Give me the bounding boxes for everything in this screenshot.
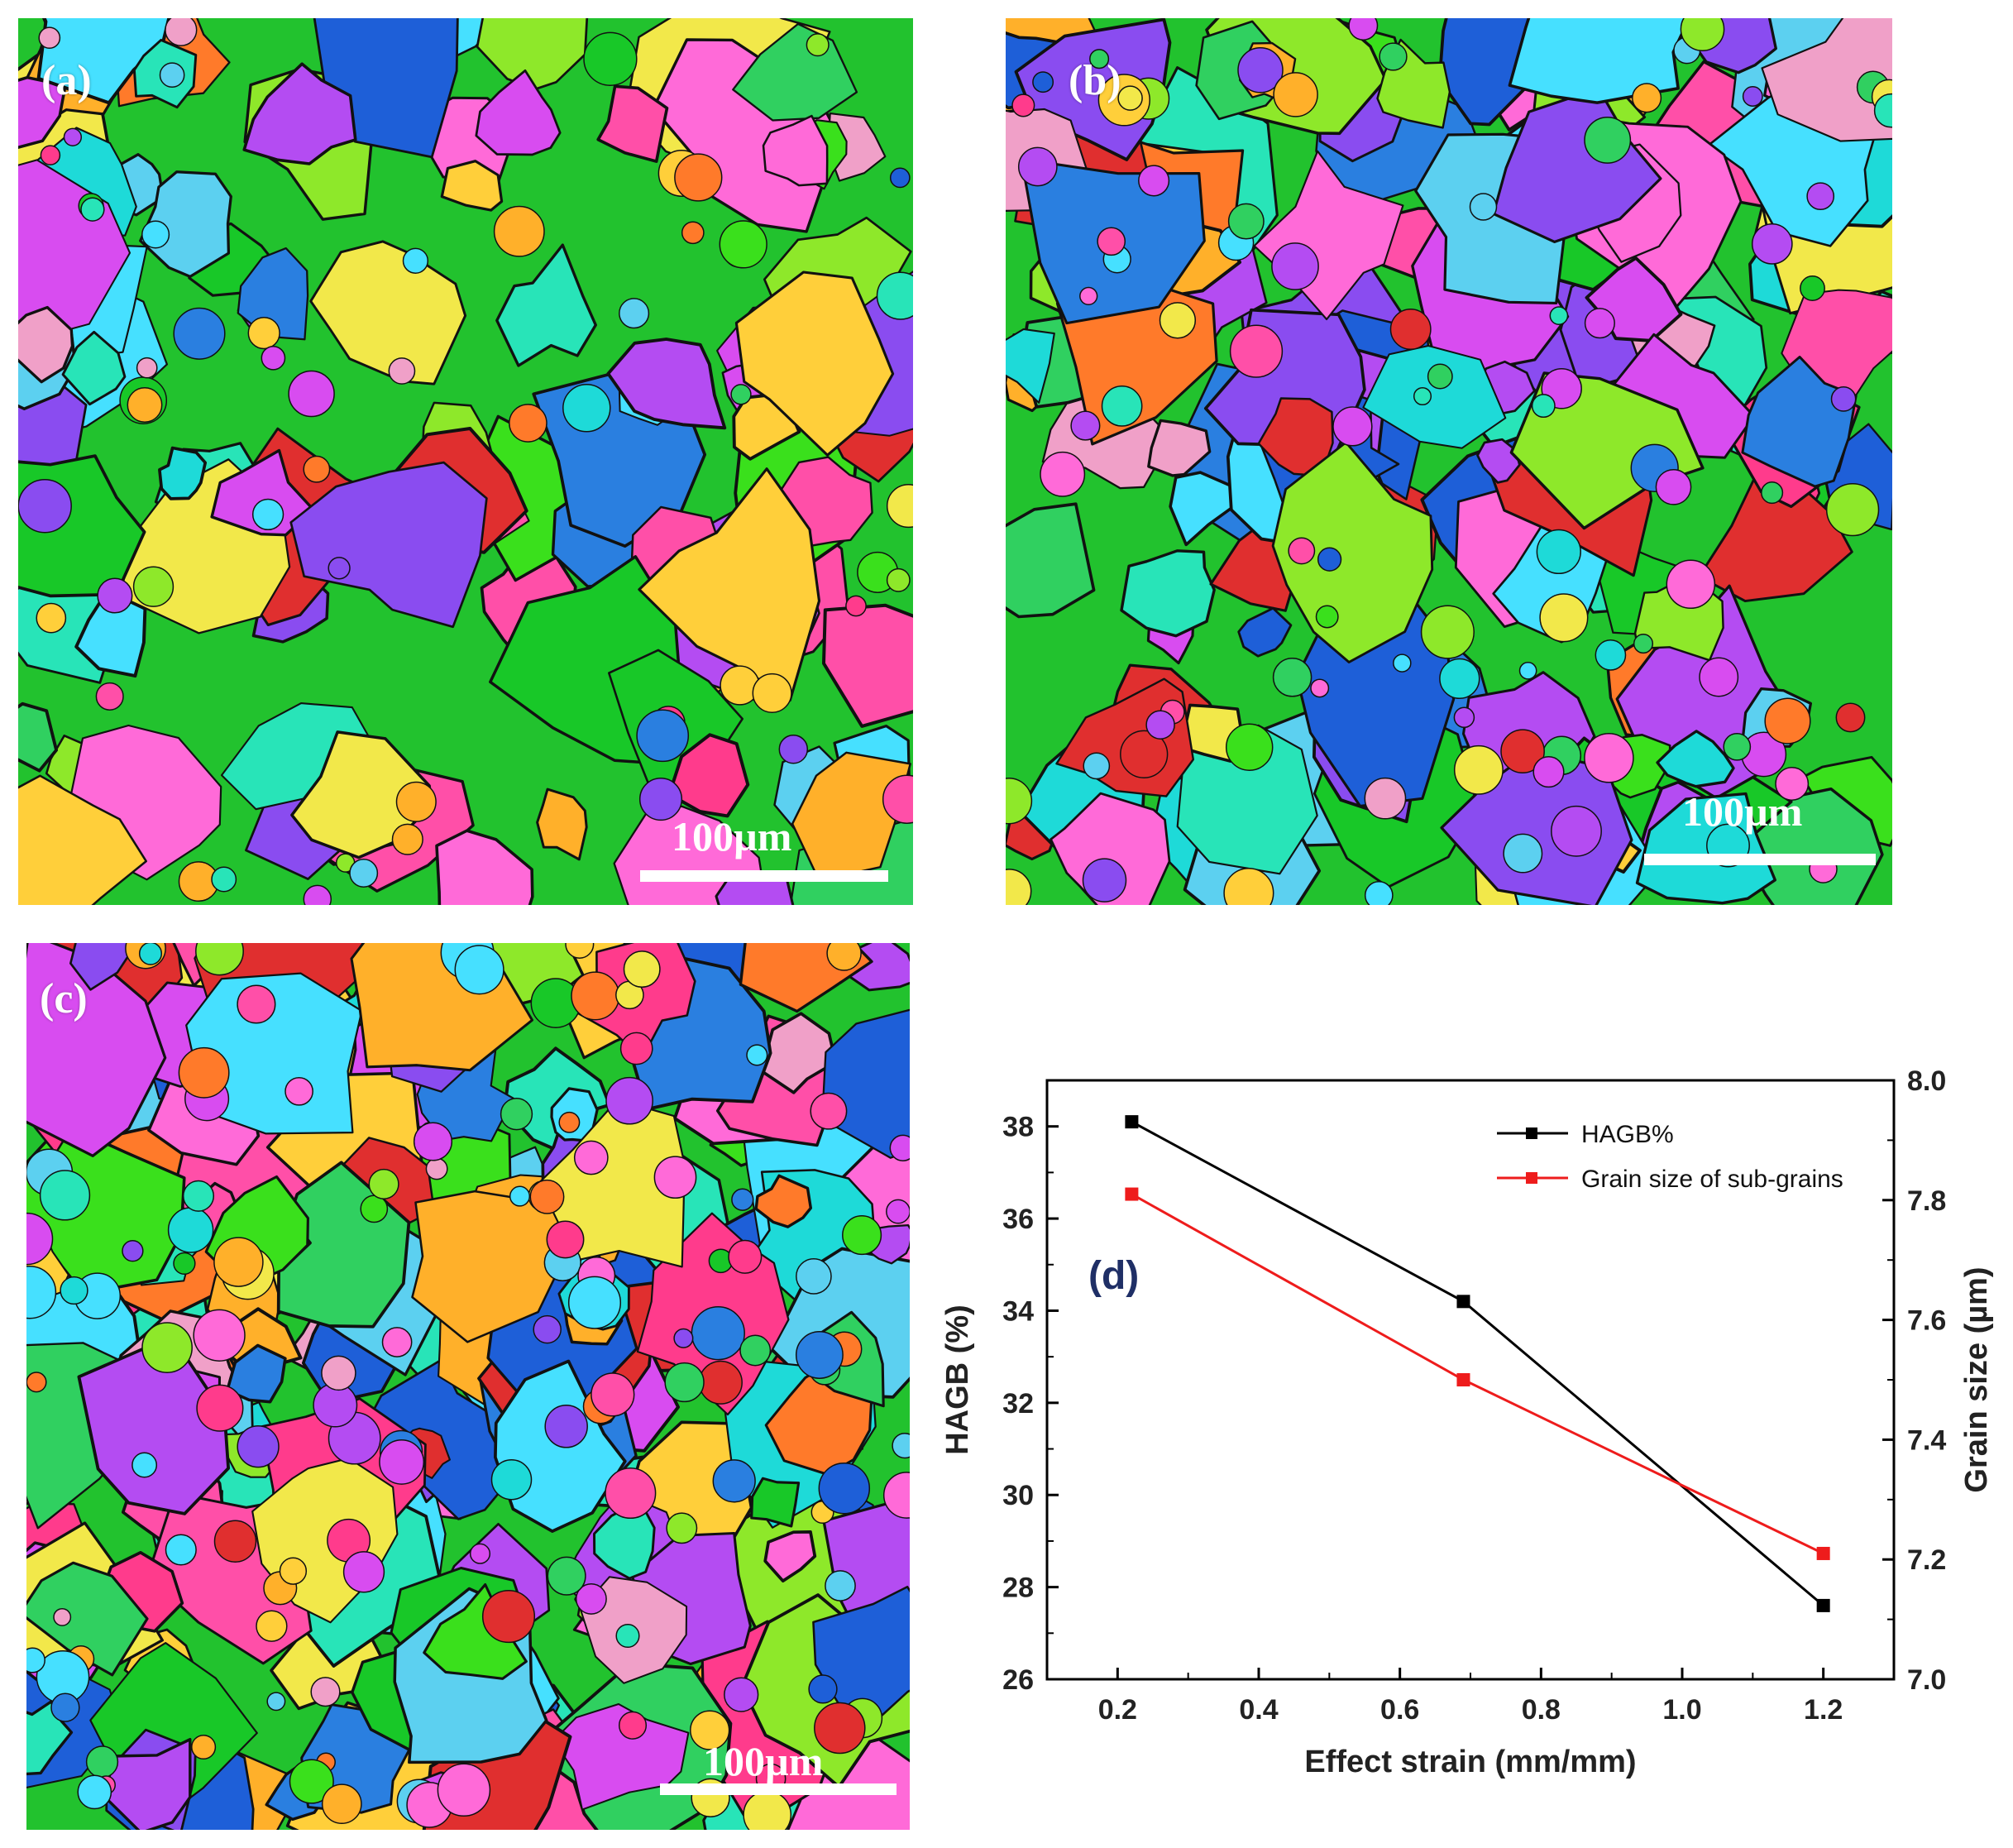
y-right-tick-label: 7.2 — [1907, 1544, 1946, 1576]
ebsd-map-c: (c) 100µm — [26, 943, 910, 1830]
data-point-grain-size — [1816, 1546, 1830, 1560]
data-point-hagb — [1456, 1295, 1470, 1309]
y-left-tick-label: 34 — [1002, 1295, 1034, 1327]
x-tick-label: 1.0 — [1662, 1694, 1701, 1726]
scale-label-a: 100µm — [672, 813, 792, 859]
legend-marker — [1526, 1127, 1537, 1139]
y-right-tick-label: 7.6 — [1907, 1305, 1946, 1337]
scale-label-c: 100µm — [703, 1738, 824, 1784]
y-left-tick-label: 26 — [1002, 1664, 1034, 1696]
series-line-hagb — [1131, 1120, 1824, 1607]
x-tick-label: 0.8 — [1522, 1694, 1561, 1726]
y-left-tick-label: 28 — [1002, 1573, 1034, 1604]
scale-bar-a — [640, 870, 888, 882]
legend-marker — [1526, 1172, 1537, 1184]
y-left-tick-label: 30 — [1002, 1480, 1034, 1511]
y-right-tick-label: 7.4 — [1907, 1424, 1946, 1456]
data-point-grain-size — [1456, 1373, 1470, 1386]
scale-bar-b — [1644, 854, 1876, 865]
y-left-tick-label: 36 — [1002, 1204, 1034, 1235]
y-right-tick-label: 7.8 — [1907, 1185, 1946, 1217]
ebsd-map-a: (a) 100µm — [18, 18, 913, 905]
ebsd-map-a-image — [18, 18, 913, 905]
scale-bar-c — [660, 1783, 897, 1795]
panel-label-c: (c) — [40, 975, 88, 1022]
panel-label-a: (a) — [41, 57, 92, 104]
y-right-tick-label: 8.0 — [1907, 1065, 1946, 1097]
ebsd-map-b: (b) 100µm — [1006, 18, 1892, 905]
y-right-axis-title: Grain size (µm) — [1959, 1266, 1994, 1492]
x-tick-label: 0.2 — [1098, 1694, 1137, 1726]
x-tick-label: 0.4 — [1239, 1694, 1278, 1726]
data-point-hagb — [1125, 1115, 1139, 1129]
y-left-tick-label: 32 — [1002, 1388, 1034, 1420]
x-axis-title: Effect strain (mm/mm) — [1304, 1745, 1636, 1779]
y-left-axis-title: HAGB (%) — [940, 1305, 975, 1455]
x-tick-label: 1.2 — [1804, 1694, 1843, 1726]
legend-label: HAGB% — [1581, 1121, 1674, 1148]
y-left-tick-label: 38 — [1002, 1112, 1034, 1143]
ebsd-map-c-image — [26, 943, 910, 1830]
chart-d: 0.2 0.4 0.6 0.8 1.0 1.2 26 28 30 32 34 36 38 7.0 7.2 7.… — [940, 1065, 1994, 1779]
x-tick-label: 0.6 — [1380, 1694, 1419, 1726]
scale-label-b: 100µm — [1682, 788, 1803, 835]
panel-label-b: (b) — [1069, 57, 1121, 104]
series-line-grain-size — [1131, 1193, 1824, 1555]
ebsd-map-b-image — [1006, 18, 1892, 905]
legend-label: Grain size of sub-grains — [1581, 1166, 1843, 1193]
data-point-grain-size — [1125, 1187, 1139, 1201]
data-point-hagb — [1816, 1598, 1830, 1612]
y-right-tick-label: 7.0 — [1907, 1664, 1946, 1696]
panel-label-d: (d) — [1088, 1254, 1139, 1298]
